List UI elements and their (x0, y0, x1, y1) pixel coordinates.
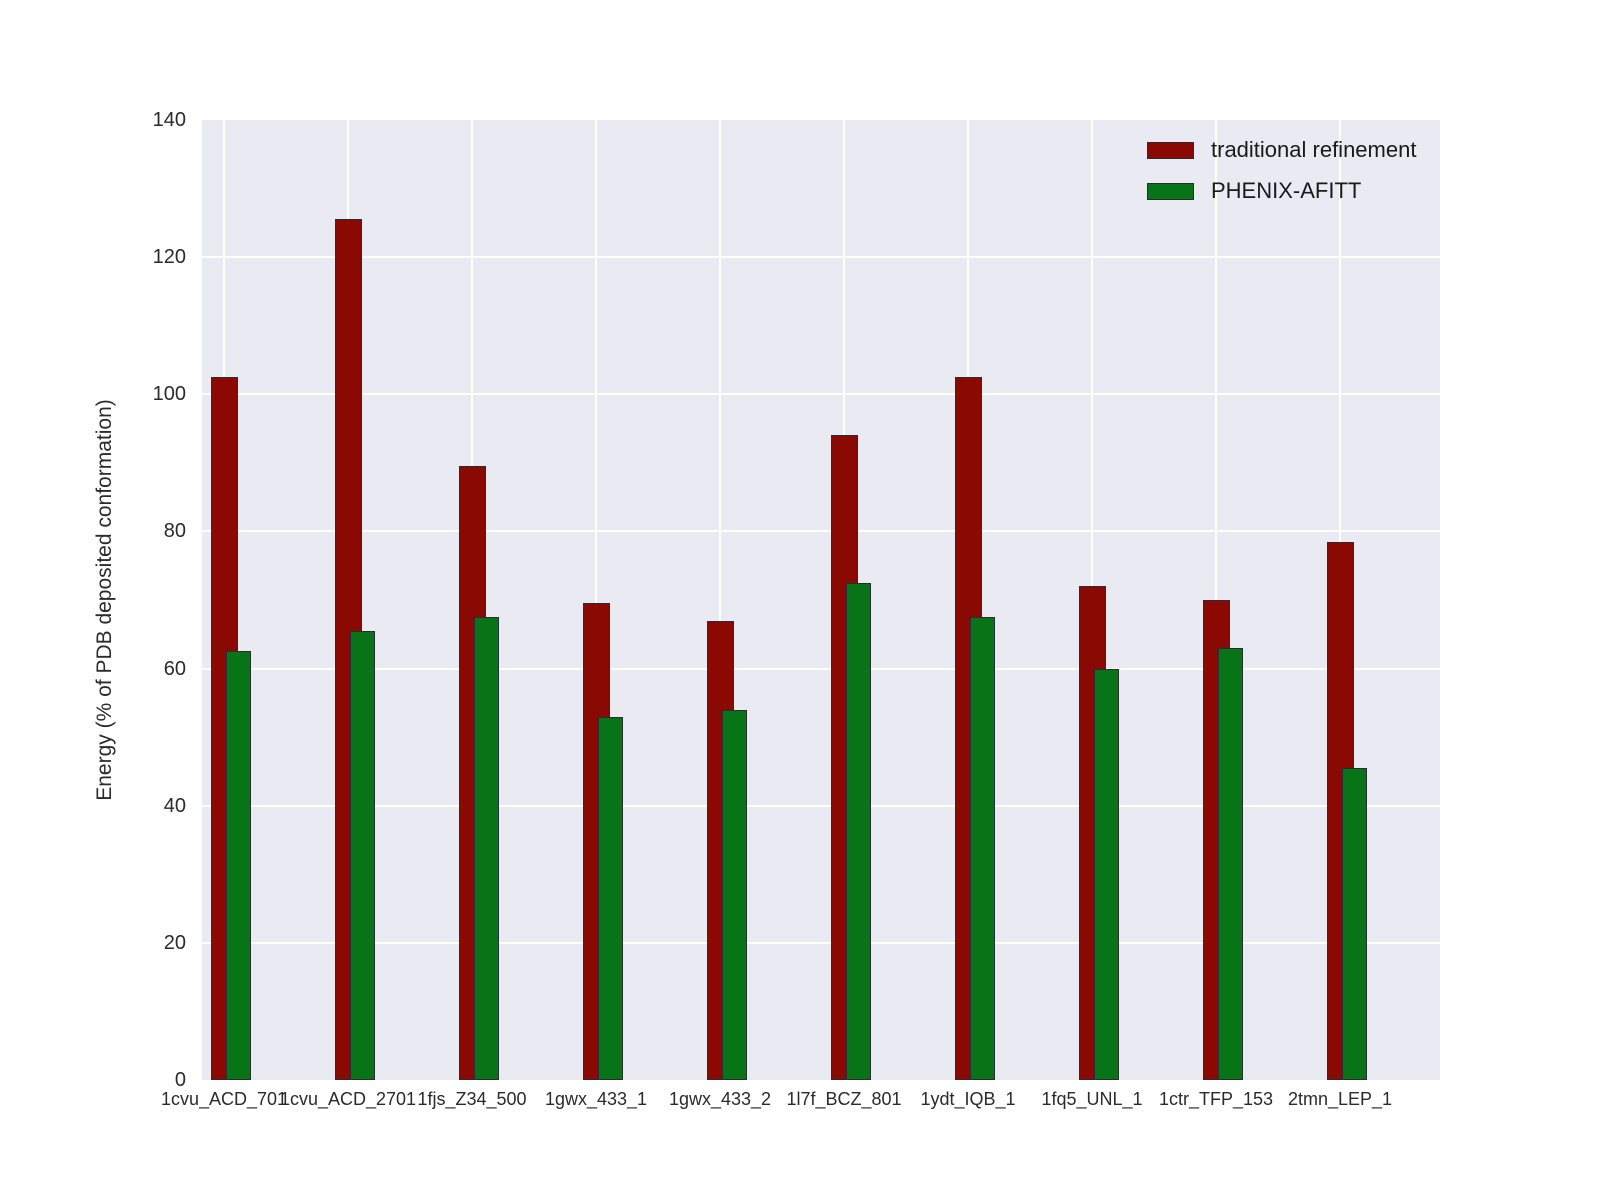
bar-afitt-1fq5_UNL_1 (1094, 668, 1119, 1080)
bar-afitt-1cvu_ACD_701 (226, 651, 251, 1080)
y-tick-label-120: 120 (152, 246, 186, 269)
gridline-y-20 (202, 941, 1440, 944)
x-tick-label-1ctr_TFP_153: 1ctr_TFP_153 (1158, 1089, 1274, 1109)
legend-swatch-traditional-refinement (1147, 141, 1194, 159)
bar-afitt-1cvu_ACD_2701 (350, 630, 375, 1080)
bar-afitt-1gwx_433_1 (598, 716, 623, 1080)
y-tick-label-40: 40 (163, 794, 186, 817)
legend-item-phenix-afitt: PHENIX-AFITT (1147, 178, 1416, 204)
gridline-y-80 (202, 530, 1440, 533)
bar-afitt-1gwx_433_2 (722, 709, 747, 1080)
x-tick-label-1l7f_BCZ_801: 1l7f_BCZ_801 (786, 1089, 902, 1109)
x-tick-label-1fjs_Z34_500: 1fjs_Z34_500 (417, 1089, 527, 1109)
bar-afitt-1fjs_Z34_500 (474, 617, 499, 1080)
bar-afitt-1ydt_IQB_1 (970, 617, 995, 1080)
y-tick-label-60: 60 (163, 657, 186, 680)
legend-swatch-phenix-afitt (1147, 182, 1194, 200)
legend-label-phenix-afitt: PHENIX-AFITT (1211, 178, 1362, 203)
gridline-y-60 (202, 667, 1440, 670)
bar-afitt-2tmn_LEP_1 (1342, 768, 1367, 1080)
gridline-y-100 (202, 393, 1440, 396)
legend-label-traditional-refinement: traditional refinement (1211, 137, 1417, 162)
x-tick-label-2tmn_LEP_1: 2tmn_LEP_1 (1287, 1089, 1393, 1109)
plot-area: traditional refinement PHENIX-AFITT (202, 120, 1440, 1080)
x-tick-label-1gwx_433_2: 1gwx_433_2 (668, 1089, 772, 1109)
x-tick-label-1ydt_IQB_1: 1ydt_IQB_1 (920, 1089, 1016, 1109)
legend-item-traditional: traditional refinement (1147, 137, 1416, 163)
x-tick-label-1fq5_UNL_1: 1fq5_UNL_1 (1041, 1089, 1143, 1109)
y-tick-label-0: 0 (174, 1069, 186, 1091)
y-tick-label-80: 80 (163, 520, 186, 543)
x-tick-label-1cvu_ACD_701: 1cvu_ACD_701 (160, 1089, 288, 1109)
y-tick-label-100: 100 (152, 383, 186, 406)
y-tick-label-140: 140 (152, 109, 186, 131)
gridline-y-40 (202, 804, 1440, 807)
bar-afitt-1l7f_BCZ_801 (846, 582, 871, 1080)
gridline-y-120 (202, 256, 1440, 259)
x-tick-label-1cvu_ACD_2701: 1cvu_ACD_2701 (279, 1089, 417, 1109)
y-tick-label-20: 20 (163, 931, 186, 954)
gridline-x-1gwx_433_1 (595, 120, 597, 1080)
x-tick-label-1gwx_433_1: 1gwx_433_1 (544, 1089, 648, 1109)
gridline-x-1gwx_433_2 (719, 120, 721, 1080)
legend: traditional refinement PHENIX-AFITT (1147, 137, 1416, 204)
bar-afitt-1ctr_TFP_153 (1218, 648, 1243, 1080)
